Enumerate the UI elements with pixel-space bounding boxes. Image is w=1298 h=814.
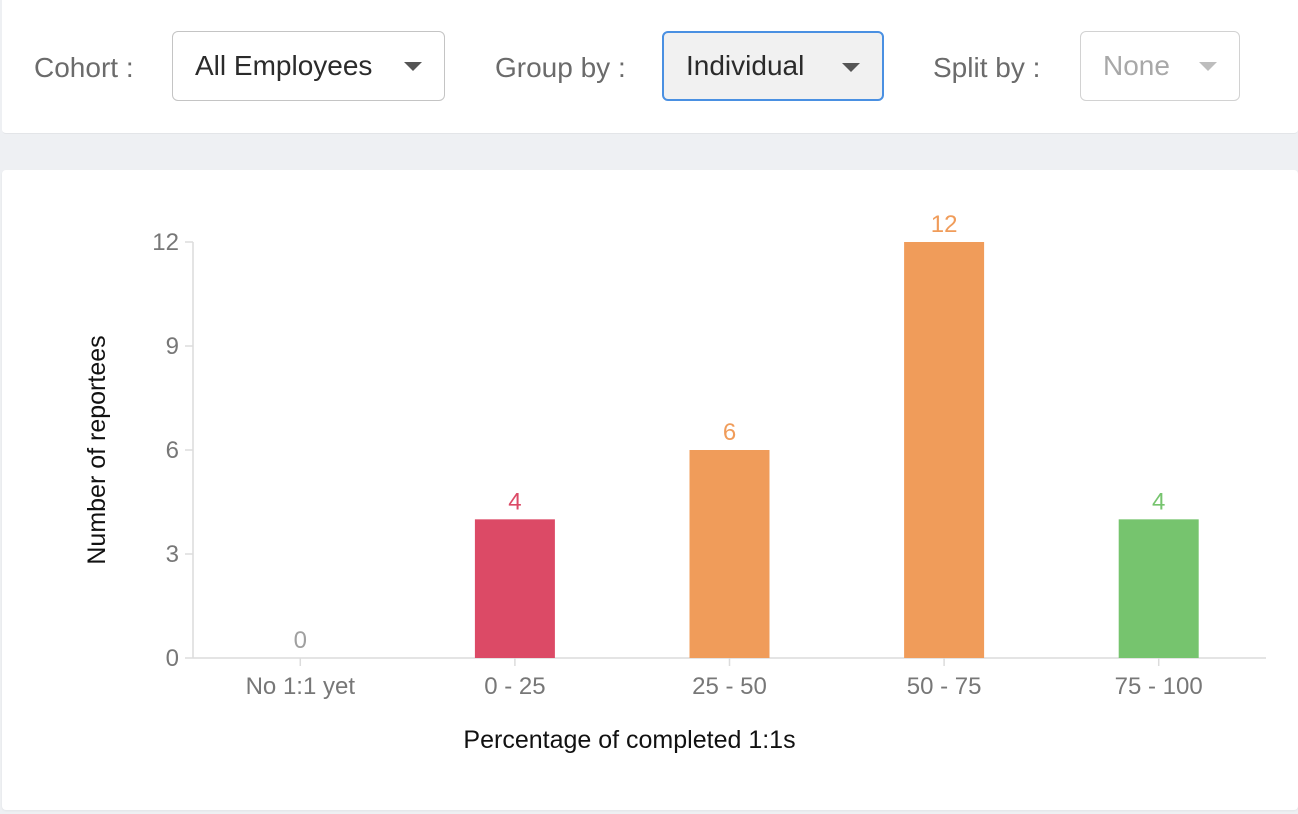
x-tick-label: 0 - 25 <box>484 673 545 700</box>
group-by-dropdown[interactable]: Individual <box>662 31 884 101</box>
x-tick-label: 50 - 75 <box>907 673 982 700</box>
split-by-label: Split by : <box>933 52 1041 83</box>
bar[interactable] <box>689 450 770 658</box>
group-by-dropdown-value: Individual <box>686 50 805 81</box>
x-tick-label: No 1:1 yet <box>246 673 356 700</box>
bar-value-label: 4 <box>508 488 521 515</box>
cohort-dropdown[interactable]: All Employees <box>172 31 445 101</box>
chart-card: 0 3 6 9 12 0 No 1:1 yet 4 0 - 25 6 25 - 50 12 50 - 7… <box>2 170 1298 810</box>
y-tick-label: 0 <box>166 645 179 672</box>
y-tick-label: 3 <box>166 541 179 568</box>
cohort-dropdown-value: All Employees <box>195 50 373 81</box>
bar[interactable] <box>474 519 555 658</box>
chevron-down-icon <box>842 63 860 72</box>
y-tick-label: 9 <box>166 333 179 360</box>
split-by-dropdown[interactable]: None <box>1080 31 1240 101</box>
y-tick-label: 6 <box>166 437 179 464</box>
bar[interactable] <box>1118 519 1199 658</box>
x-tick-label: 75 - 100 <box>1115 673 1203 700</box>
bar-value-label: 12 <box>931 211 958 238</box>
x-tick-label: 25 - 50 <box>692 673 767 700</box>
bar-chart: 0 3 6 9 12 0 No 1:1 yet 4 0 - 25 6 25 - 50 12 50 - 7… <box>83 211 1266 754</box>
bar-value-label: 0 <box>294 627 307 654</box>
cohort-label: Cohort : <box>34 52 134 83</box>
y-axis-title: Number of reportees <box>83 335 111 564</box>
filter-bar: Cohort : All Employees Group by : Indivi… <box>2 0 1298 134</box>
bar-value-label: 4 <box>1152 488 1165 515</box>
bar[interactable] <box>904 242 985 658</box>
chevron-down-icon <box>404 62 422 71</box>
bar-value-label: 6 <box>723 419 736 446</box>
chevron-down-icon <box>1199 62 1217 71</box>
group-by-label: Group by : <box>495 52 626 83</box>
split-by-dropdown-value: None <box>1103 50 1170 81</box>
y-tick-label: 12 <box>152 229 179 256</box>
x-axis-title: Percentage of completed 1:1s <box>463 726 795 754</box>
